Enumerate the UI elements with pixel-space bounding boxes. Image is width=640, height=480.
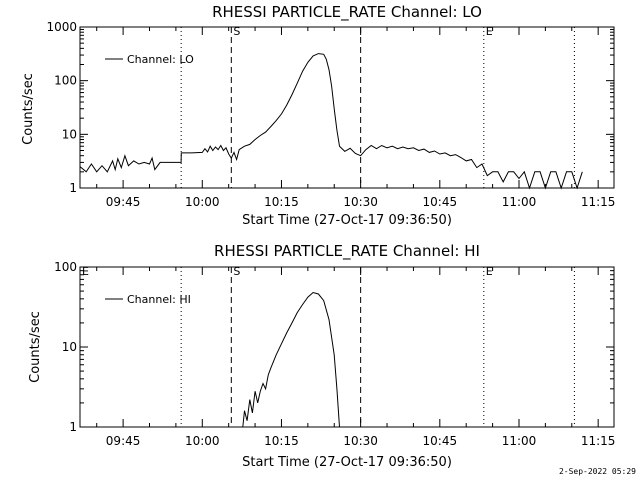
x-tick-label: 10:30 — [343, 434, 378, 448]
y-tick-label: 10 — [62, 127, 77, 141]
y-axis-label-hi: Counts/sec — [28, 311, 43, 383]
x-tick-label: 10:15 — [264, 195, 299, 209]
x-tick-label: 09:45 — [106, 195, 141, 209]
chart-title-lo: RHESSI PARTICLE_RATE Channel: LO — [212, 3, 482, 22]
event-marker-label: E — [486, 265, 493, 278]
event-marker-label: E — [486, 25, 493, 38]
y-tick-label: 10 — [62, 340, 77, 354]
x-tick-label: 10:00 — [185, 195, 220, 209]
legend-entry: Channel: HI — [127, 293, 191, 306]
series-line — [79, 53, 583, 190]
x-tick-label: 10:45 — [423, 434, 458, 448]
y-axis-label-lo: Counts/sec — [21, 73, 36, 145]
series-line — [242, 291, 340, 428]
y-tick-label: 1 — [69, 420, 77, 434]
x-tick-label: 11:00 — [502, 434, 537, 448]
y-tick-label: 100 — [54, 260, 77, 274]
x-tick-label: 10:45 — [423, 195, 458, 209]
footer-timestamp: 2-Sep-2022 05:29 — [559, 467, 636, 476]
x-tick-label: 11:15 — [581, 195, 616, 209]
x-tick-label: 10:00 — [185, 434, 220, 448]
x-tick-label: 09:45 — [106, 434, 141, 448]
legend-entry: Channel: LO — [127, 53, 194, 66]
x-tick-label: 11:00 — [502, 195, 537, 209]
hi-channel-panel: RHESSI PARTICLE_RATE Channel: HI Counts/… — [28, 242, 615, 470]
chart-title-hi: RHESSI PARTICLE_RATE Channel: HI — [214, 242, 480, 261]
x-axis-label-lo: Start Time (27-Oct-17 09:36:50) — [242, 213, 452, 228]
y-tick-label: 100 — [54, 74, 77, 88]
y-tick-label: 1000 — [46, 20, 77, 34]
event-marker-label: E — [82, 265, 89, 278]
lo-channel-panel: RHESSI PARTICLE_RATE Channel: LO Counts/… — [21, 3, 615, 228]
plot-frame — [79, 26, 615, 189]
x-axis-label-hi: Start Time (27-Oct-17 09:36:50) — [242, 455, 452, 470]
x-tick-label: 10:30 — [343, 195, 378, 209]
x-tick-label: 11:15 — [581, 434, 616, 448]
y-tick-label: 1 — [69, 181, 77, 195]
event-marker-label: S — [233, 265, 240, 278]
event-marker-label: S — [233, 25, 240, 38]
x-tick-label: 10:15 — [264, 434, 299, 448]
